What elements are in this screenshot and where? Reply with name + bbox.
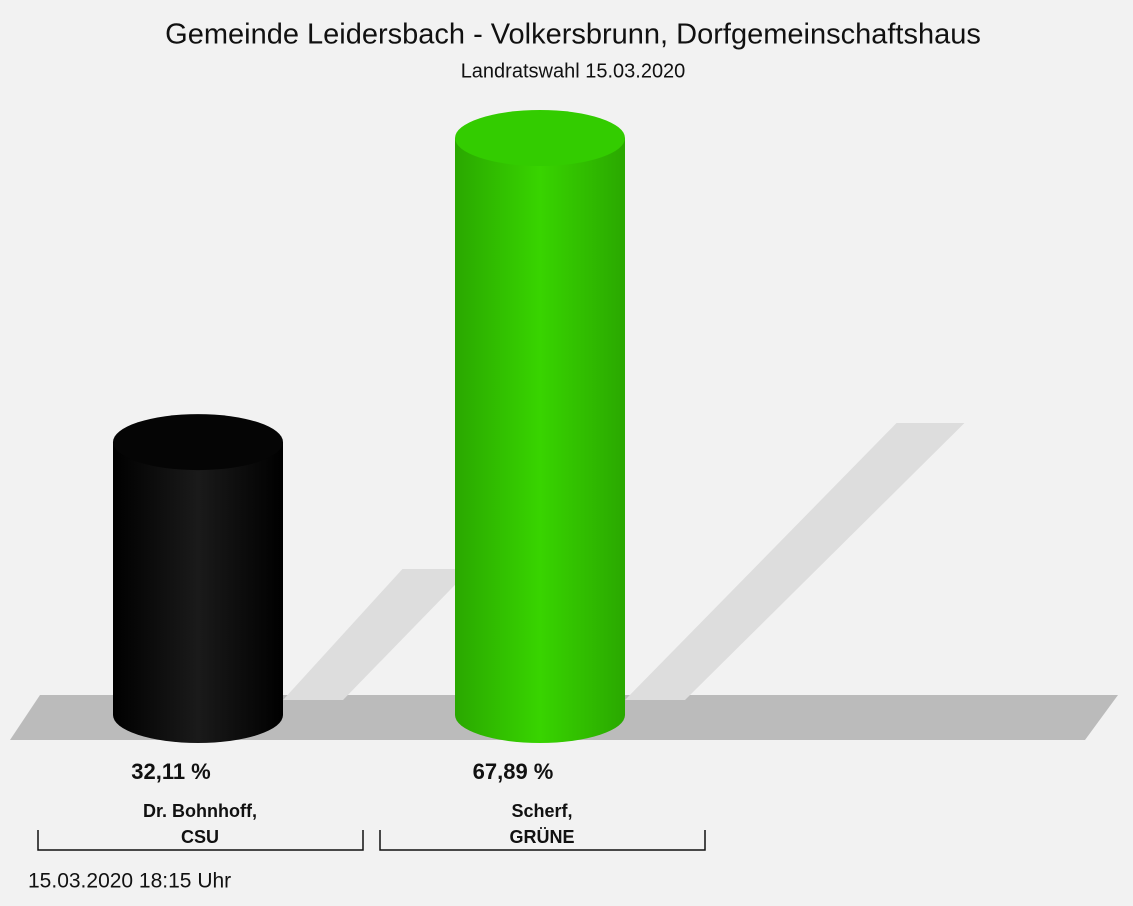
category-label: Dr. Bohnhoff, (143, 801, 257, 821)
bars (113, 110, 965, 743)
bar-top (113, 414, 283, 471)
bar-shadow (625, 423, 965, 700)
value-label: 67,89 % (473, 759, 554, 784)
chart-title: Gemeinde Leidersbach - Volkersbrunn, Dor… (165, 19, 981, 51)
category-label: Scherf, (511, 801, 572, 821)
category-bracket (379, 830, 706, 851)
value-label: 32,11 % (131, 759, 211, 784)
bar-shadow (283, 569, 471, 700)
category-bracket (37, 830, 364, 851)
chart-subtitle: Landratswahl 15.03.2020 (461, 60, 686, 82)
bar-top (455, 110, 625, 166)
bar (455, 138, 625, 743)
category-label: GRÜNE (509, 827, 574, 847)
bar (113, 442, 283, 743)
footer: 15.03.2020 18:15 Uhr (28, 870, 231, 893)
category-label: CSU (181, 827, 219, 847)
